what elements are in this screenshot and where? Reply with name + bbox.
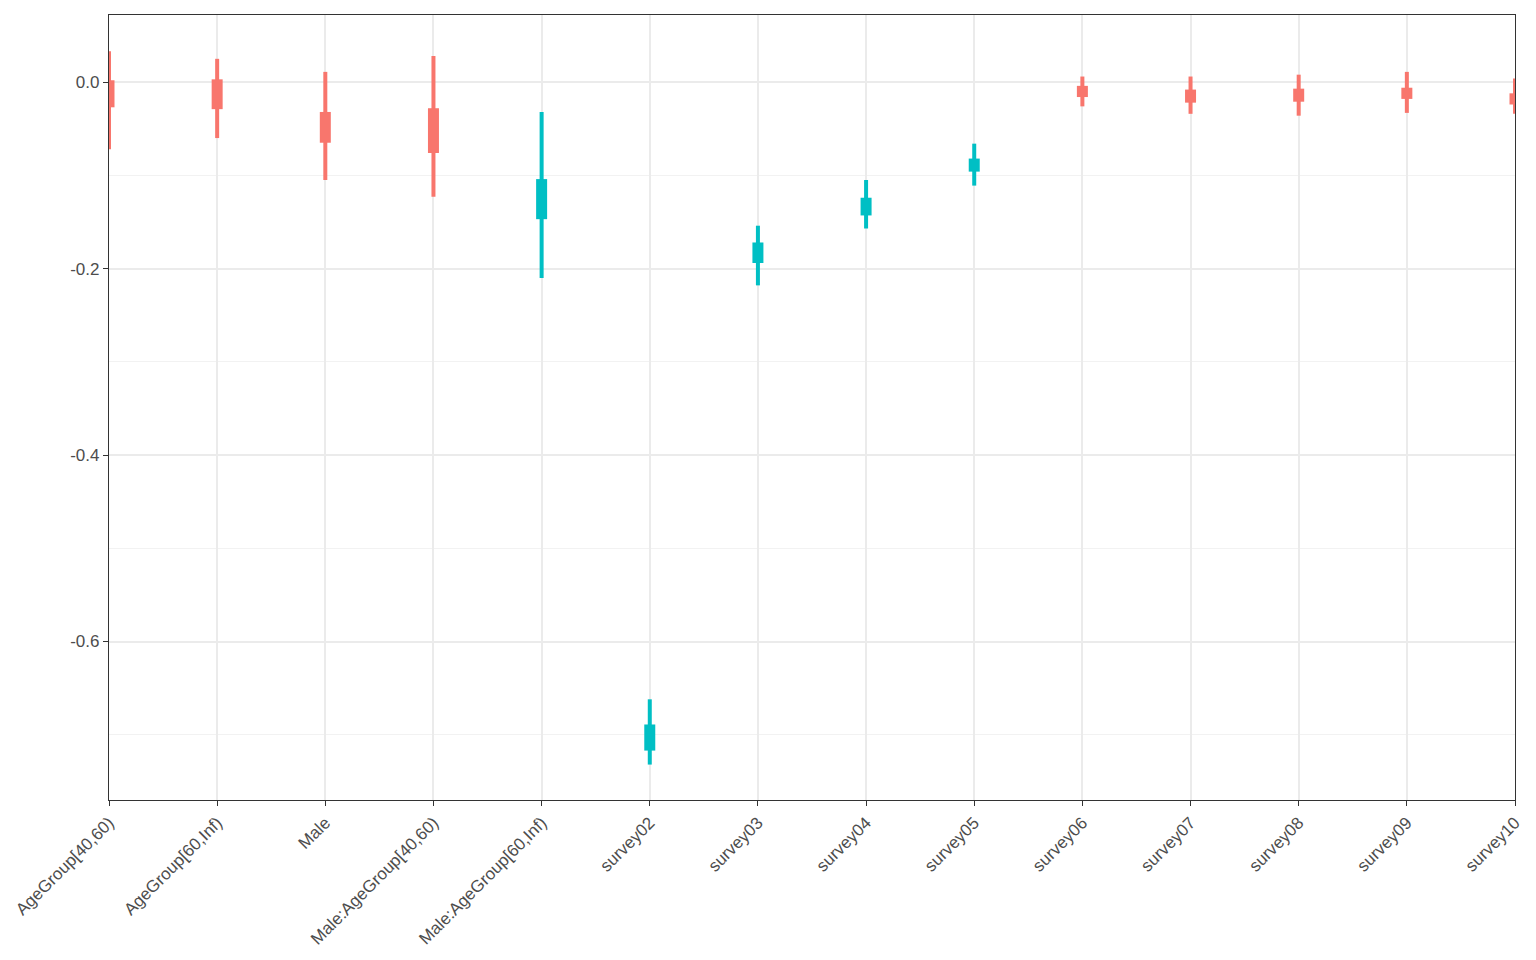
- svg-text:survey06: survey06: [1029, 813, 1091, 875]
- svg-text:AgeGroup[60,Inf): AgeGroup[60,Inf): [120, 813, 226, 919]
- svg-text:-0.6: -0.6: [70, 632, 99, 651]
- svg-text:survey10: survey10: [1462, 813, 1524, 875]
- svg-text:0.0: 0.0: [76, 73, 100, 92]
- svg-text:Male:AgeGroup[40,60): Male:AgeGroup[40,60): [307, 813, 442, 948]
- svg-text:survey02: survey02: [596, 813, 658, 875]
- svg-text:survey05: survey05: [921, 813, 983, 875]
- svg-text:Male:AgeGroup[60,Inf): Male:AgeGroup[60,Inf): [415, 813, 550, 948]
- svg-text:Male: Male: [295, 813, 334, 852]
- svg-text:-0.4: -0.4: [70, 446, 99, 465]
- svg-text:AgeGroup[40,60): AgeGroup[40,60): [12, 813, 118, 919]
- svg-text:survey08: survey08: [1245, 813, 1307, 875]
- svg-text:survey04: survey04: [813, 813, 875, 875]
- svg-text:survey09: survey09: [1353, 813, 1415, 875]
- svg-text:survey07: survey07: [1137, 813, 1199, 875]
- svg-text:-0.2: -0.2: [70, 260, 99, 279]
- svg-text:survey03: survey03: [705, 813, 767, 875]
